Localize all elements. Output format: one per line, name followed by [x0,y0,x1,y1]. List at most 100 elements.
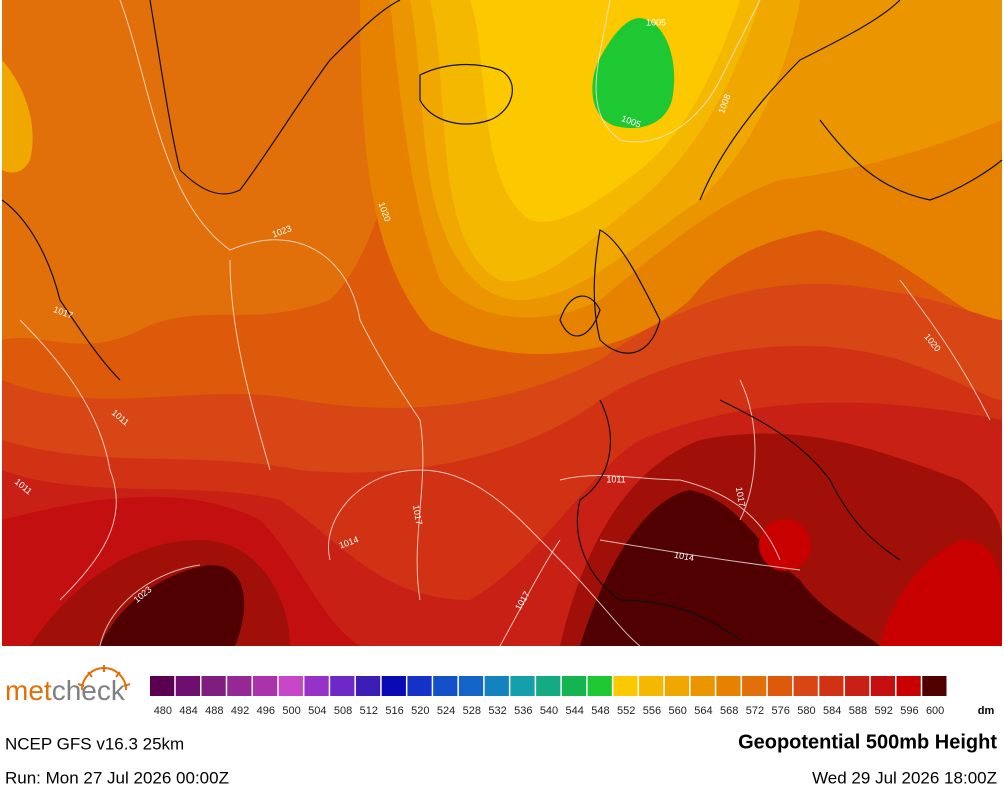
legend-label: 508 [334,705,352,717]
legend-label: 504 [308,705,326,717]
legend-label: 576 [771,705,789,717]
legend-label: 564 [694,705,712,717]
legend-label: 516 [385,705,403,717]
product-title: Geopotential 500mb Height [738,731,997,753]
legend-swatch [613,676,638,696]
legend-swatch [355,676,381,696]
legend-label: 484 [179,705,197,717]
band-596 [880,540,1002,646]
isobar [328,469,641,647]
legend-swatch [639,676,664,696]
legend-swatch [150,676,175,696]
legend-label: 592 [874,705,892,717]
legend-label: 568 [720,705,738,717]
isobar [19,259,271,601]
legend-label: 540 [540,705,558,717]
legend-label: 492 [231,705,249,717]
coastline [1,199,121,381]
band-600 [100,565,245,646]
legend-swatch [870,676,896,696]
isobar [99,379,756,647]
coastline [419,63,513,125]
legend-swatch [278,676,303,696]
coastline [699,0,1003,201]
legend-swatch [175,676,200,696]
legend-label: 580 [797,705,815,717]
legend-swatch [536,676,561,696]
coastline [149,0,401,195]
legend-label: 532 [488,705,506,717]
valid-time: Wed 29 Jul 2026 18:00Z [812,768,997,787]
coastline [559,229,661,354]
legend-unit: dm [978,705,995,717]
legend-swatch [664,676,690,696]
legend-swatch [896,676,921,696]
legend-label: 528 [463,705,481,717]
band-600 [580,490,880,646]
legend-swatch [922,676,947,696]
legend-label: 548 [591,705,609,717]
legend-swatch [201,676,226,696]
legend-swatch [484,676,509,696]
legend-label: 552 [617,705,635,717]
legend-label: 512 [360,705,378,717]
isobar [119,0,424,601]
legend-swatch [561,676,587,696]
legend-label: 600 [926,705,944,717]
legend-swatch [690,676,715,696]
legend-swatch [304,676,329,696]
legend-swatch [716,676,741,696]
legend-label: 536 [514,705,532,717]
legend-label: 544 [566,705,584,717]
legend-label: 500 [282,705,300,717]
isobar [595,0,991,421]
legend-label: 488 [205,705,223,717]
legend-swatch [587,676,612,696]
legend-label: 496 [257,705,275,717]
legend-swatch [227,676,252,696]
logo-part: met [5,675,52,706]
isobar-label: 1011 [606,474,625,484]
legend-label: 588 [849,705,867,717]
isobar [559,475,801,571]
legend-swatch [510,676,535,696]
legend-swatch [845,676,870,696]
legend-label: 572 [746,705,764,717]
legend-swatch [767,676,793,696]
legend-label: 520 [411,705,429,717]
legend-swatch [381,676,406,696]
logo-part: check [52,675,126,706]
map: 1005100510081020102310171011101110201011… [1,0,1003,647]
isobar-label: 1005 [646,17,666,27]
isobar-label: 1017 [734,486,747,507]
isobar-label: 1014 [673,550,694,563]
legend-swatch [742,676,767,696]
legend-swatch [252,676,278,696]
legend-swatch [793,676,818,696]
legend-label: 560 [669,705,687,717]
logo-rays [77,665,131,687]
legend-swatch [458,676,484,696]
legend-swatch [433,676,458,696]
legend-label: 556 [643,705,661,717]
band-572 [2,0,420,344]
run-time: Run: Mon 27 Jul 2026 00:00Z [5,768,229,787]
logo: metcheck [5,665,131,706]
legend-label: 596 [900,705,918,717]
band-548 [592,18,675,129]
legend-swatch [330,676,355,696]
legend-label: 584 [823,705,841,717]
legend-swatch [819,676,844,696]
isobar-label: 1017 [411,504,424,525]
band-560 [2,60,33,173]
logo-text: metcheck [5,675,126,706]
legend-label: 480 [154,705,172,717]
legend-label: 524 [437,705,455,717]
legend-swatch [407,676,432,696]
band-596 [759,519,811,571]
legend: dm 480 484 488 492 496 500 504 508 512 516 520 524 5… [150,676,994,717]
model-name: NCEP GFS v16.3 25km [5,734,184,753]
coastline [576,399,901,641]
